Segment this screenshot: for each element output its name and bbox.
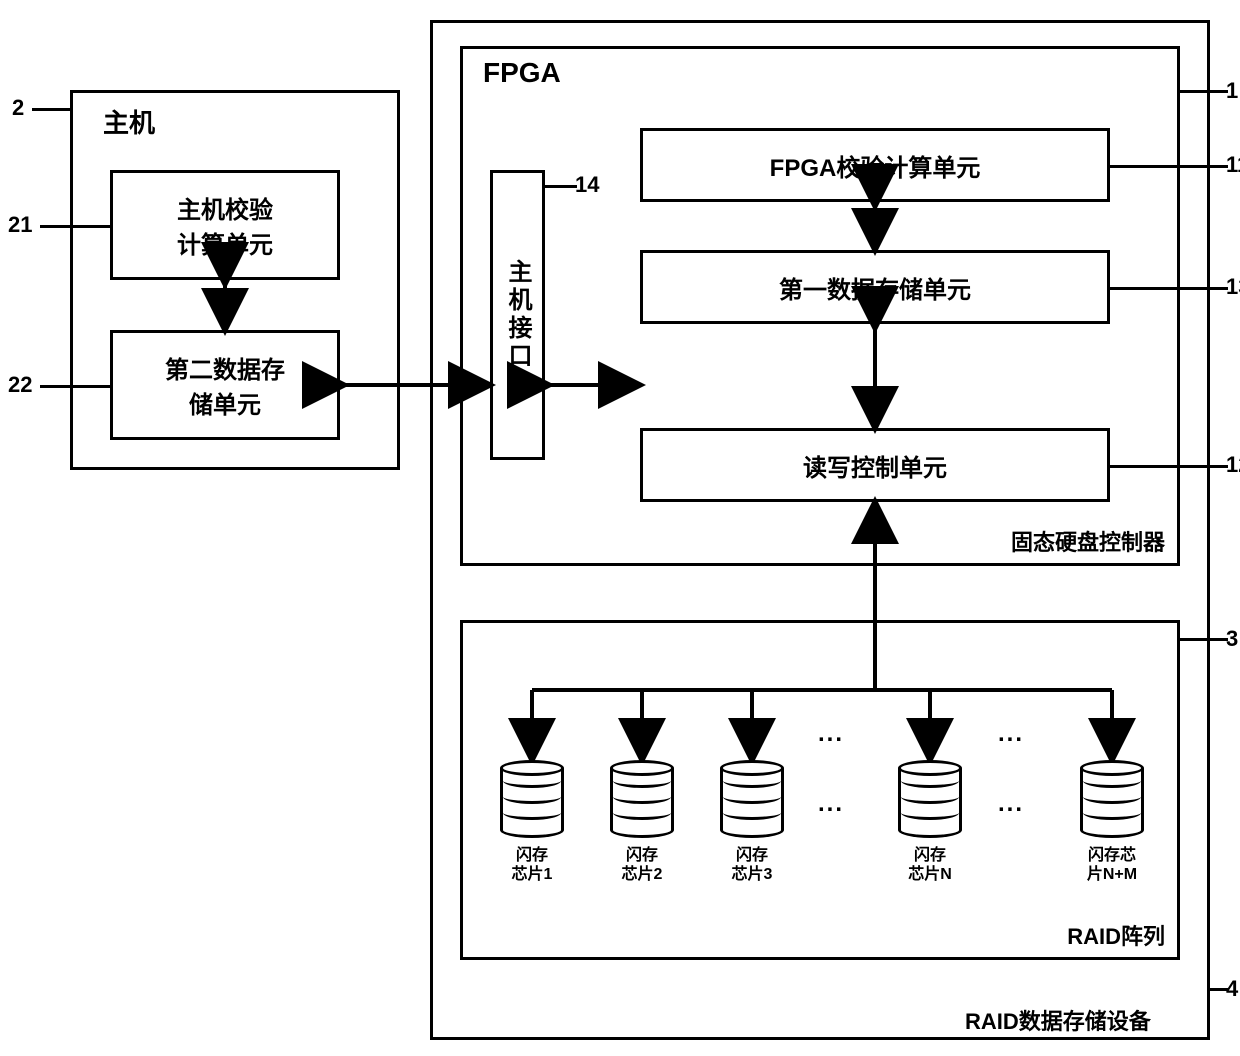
fpga-rw-ref-line xyxy=(1110,465,1228,468)
host-ref-line xyxy=(32,108,70,111)
host-storage-ref: 22 xyxy=(8,372,32,398)
fpga-ref: 1 xyxy=(1226,78,1238,104)
host-ref: 2 xyxy=(12,95,24,121)
chip-label-n: 闪存 芯片N xyxy=(890,846,970,884)
raid-ref: 3 xyxy=(1226,626,1238,652)
fpga-check-unit: FPGA校验计算单元 xyxy=(640,128,1110,202)
host-storage-unit: 第二数据存 储单元 xyxy=(110,330,340,440)
fpga-title: FPGA xyxy=(483,57,561,89)
chip-label-3: 闪存 芯片3 xyxy=(712,846,792,884)
diagram-root: 主机 2 主机校验 计算单元 21 第二数据存 储单元 22 RAID数据存储设… xyxy=(0,0,1240,1056)
host-check-ref: 21 xyxy=(8,212,32,238)
fpga-subtitle: 固态硬盘控制器 xyxy=(1011,525,1165,557)
raid-title: RAID阵列 xyxy=(1067,919,1165,951)
device-ref: 4 xyxy=(1226,976,1238,1002)
host-storage-ref-line xyxy=(40,385,110,388)
device-title: RAID数据存储设备 xyxy=(965,1004,1151,1036)
host-check-unit: 主机校验 计算单元 xyxy=(110,170,340,280)
host-if-ref-line xyxy=(545,185,577,188)
fpga-storage-ref: 13 xyxy=(1226,274,1240,300)
raid-ref-line xyxy=(1180,638,1228,641)
host-interface: 主机接口 xyxy=(490,170,545,460)
raid-chip-nm: 闪存芯 片N+M xyxy=(1080,760,1144,838)
raid-chip-n: 闪存 芯片N xyxy=(898,760,962,838)
fpga-storage-unit: 第一数据存储单元 xyxy=(640,250,1110,324)
chip-label-2: 闪存 芯片2 xyxy=(602,846,682,884)
ellipsis-top-1: ... xyxy=(818,720,844,748)
raid-chip-1: 闪存 芯片1 xyxy=(500,760,564,838)
fpga-storage-ref-line xyxy=(1110,287,1228,290)
chip-label-1: 闪存 芯片1 xyxy=(492,846,572,884)
raid-chip-2: 闪存 芯片2 xyxy=(610,760,674,838)
host-check-ref-line xyxy=(40,225,110,228)
fpga-check-ref-line xyxy=(1110,165,1228,168)
host-if-ref: 14 xyxy=(575,172,599,198)
raid-chip-3: 闪存 芯片3 xyxy=(720,760,784,838)
fpga-ref-line xyxy=(1180,90,1228,93)
ellipsis-mid-2: ... xyxy=(998,790,1024,818)
fpga-check-ref: 11 xyxy=(1226,152,1240,178)
host-title: 主机 xyxy=(103,103,155,140)
ellipsis-top-2: ... xyxy=(998,720,1024,748)
ellipsis-mid-1: ... xyxy=(818,790,844,818)
fpga-rw-ref: 12 xyxy=(1226,452,1240,478)
fpga-rw-unit: 读写控制单元 xyxy=(640,428,1110,502)
chip-label-nm: 闪存芯 片N+M xyxy=(1072,846,1152,884)
